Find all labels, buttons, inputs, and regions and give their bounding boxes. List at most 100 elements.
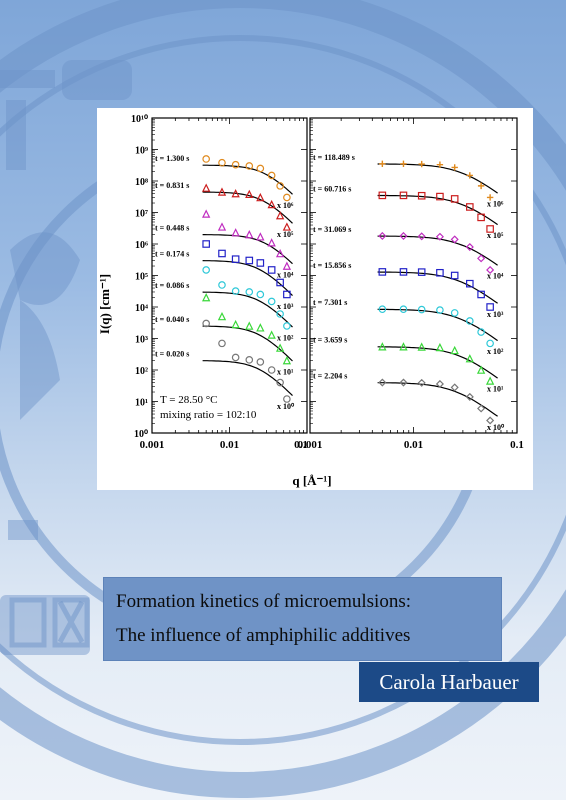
data-point <box>276 378 284 387</box>
data-point <box>450 309 459 317</box>
data-point <box>486 194 494 201</box>
book-title-line-2: The influence of amphiphilic additives <box>116 625 411 646</box>
data-point <box>245 356 254 364</box>
series-label: t = 118.489 s <box>313 153 355 162</box>
data-point <box>399 378 408 387</box>
data-point <box>465 354 474 363</box>
data-point <box>417 268 426 276</box>
right-panel: 0.001 0.01 0.1 t = 118.489 s x 10⁶ t = 60.716… <box>298 117 524 451</box>
fit-curve <box>377 271 498 304</box>
data-point <box>417 305 426 314</box>
data-point <box>267 366 276 374</box>
data-point <box>466 279 474 288</box>
data-point <box>245 189 254 199</box>
data-point <box>283 322 291 330</box>
scale-label: x 10¹ <box>487 385 504 394</box>
data-point <box>450 271 459 280</box>
data-point <box>378 268 387 276</box>
data-point <box>451 164 458 171</box>
data-point <box>378 191 387 200</box>
fit-curve <box>377 163 498 194</box>
data-point <box>202 155 210 163</box>
data-point <box>399 305 408 314</box>
data-point <box>486 265 495 275</box>
data-point <box>267 266 276 274</box>
data-point <box>276 310 284 318</box>
series-label: t = 0.086 s <box>155 281 189 290</box>
data-point <box>275 211 285 220</box>
scale-label: x 10² <box>487 347 504 356</box>
data-point <box>466 203 474 211</box>
y-tick-label: 10⁰ <box>134 429 148 440</box>
data-point <box>256 164 265 173</box>
data-point <box>486 416 495 425</box>
data-point <box>283 395 291 403</box>
data-point <box>275 248 285 258</box>
scale-label: x 10⁶ <box>277 201 294 210</box>
data-point <box>486 339 494 348</box>
series-label: t = 2.204 s <box>313 372 347 381</box>
data-point <box>245 256 254 265</box>
author-name: Carola Harbauer <box>379 670 519 694</box>
series-label: t = 3.659 s <box>313 336 347 345</box>
y-tick-label: 10¹ <box>135 398 148 409</box>
y-tick-label: 10¹⁰ <box>131 114 148 125</box>
series-label: t = 15.856 s <box>313 261 351 270</box>
data-point <box>477 182 485 190</box>
data-point <box>417 232 426 241</box>
data-point <box>231 160 240 169</box>
scale-label: x 10² <box>277 333 294 342</box>
data-point <box>378 342 387 351</box>
data-point <box>465 392 474 401</box>
y-tick-label: 10⁸ <box>135 177 148 188</box>
scale-label: x 10⁴ <box>277 270 294 279</box>
y-tick-label: 10⁹ <box>135 146 148 157</box>
data-point <box>218 281 226 289</box>
annotation-text: mixing ratio = 102:10 <box>160 409 257 421</box>
data-point <box>217 311 227 321</box>
data-point <box>201 292 211 302</box>
data-point <box>378 231 387 241</box>
annotation-text: T = 28.50 °C <box>160 394 217 406</box>
scale-label: x 10³ <box>487 310 504 319</box>
x-axis-label: q [Å⁻¹] <box>292 473 331 488</box>
y-tick-label: 10⁷ <box>135 209 148 220</box>
data-point <box>282 355 292 365</box>
x-tick-label: 0.01 <box>404 439 423 451</box>
data-point <box>466 317 474 325</box>
data-point <box>217 222 227 231</box>
data-point <box>245 162 254 170</box>
data-point <box>417 378 426 387</box>
data-point <box>256 192 265 202</box>
data-point <box>202 240 210 248</box>
data-point <box>418 160 425 168</box>
data-point <box>245 321 254 330</box>
data-point <box>379 160 386 168</box>
data-point <box>417 191 426 200</box>
data-point <box>231 255 240 263</box>
data-point <box>399 342 408 351</box>
data-point <box>435 232 444 241</box>
data-point <box>202 319 210 328</box>
x-tick-label: 0.01 <box>220 439 239 451</box>
data-point <box>201 209 211 218</box>
data-point <box>435 379 444 389</box>
data-point <box>256 358 265 366</box>
data-point <box>282 261 292 270</box>
series-label: t = 0.020 s <box>155 350 189 359</box>
data-point <box>436 192 444 201</box>
data-point <box>477 254 486 263</box>
data-point <box>378 378 387 387</box>
y-tick-label: 10³ <box>135 335 148 346</box>
left-panel: 0.001 0.01 0.1 10⁰ 10¹ 10² 10³ 10⁴ 10⁵ 10⁶ 10⁷ 10⁸ 1… <box>131 114 308 451</box>
data-point <box>245 288 254 296</box>
y-tick-label: 10⁴ <box>135 303 148 314</box>
data-point <box>477 404 486 413</box>
data-point <box>256 259 265 267</box>
data-point <box>276 278 284 287</box>
data-point <box>465 243 474 252</box>
data-point <box>283 193 291 202</box>
data-point <box>476 365 486 374</box>
data-point <box>436 306 444 314</box>
fit-curve <box>377 382 498 417</box>
